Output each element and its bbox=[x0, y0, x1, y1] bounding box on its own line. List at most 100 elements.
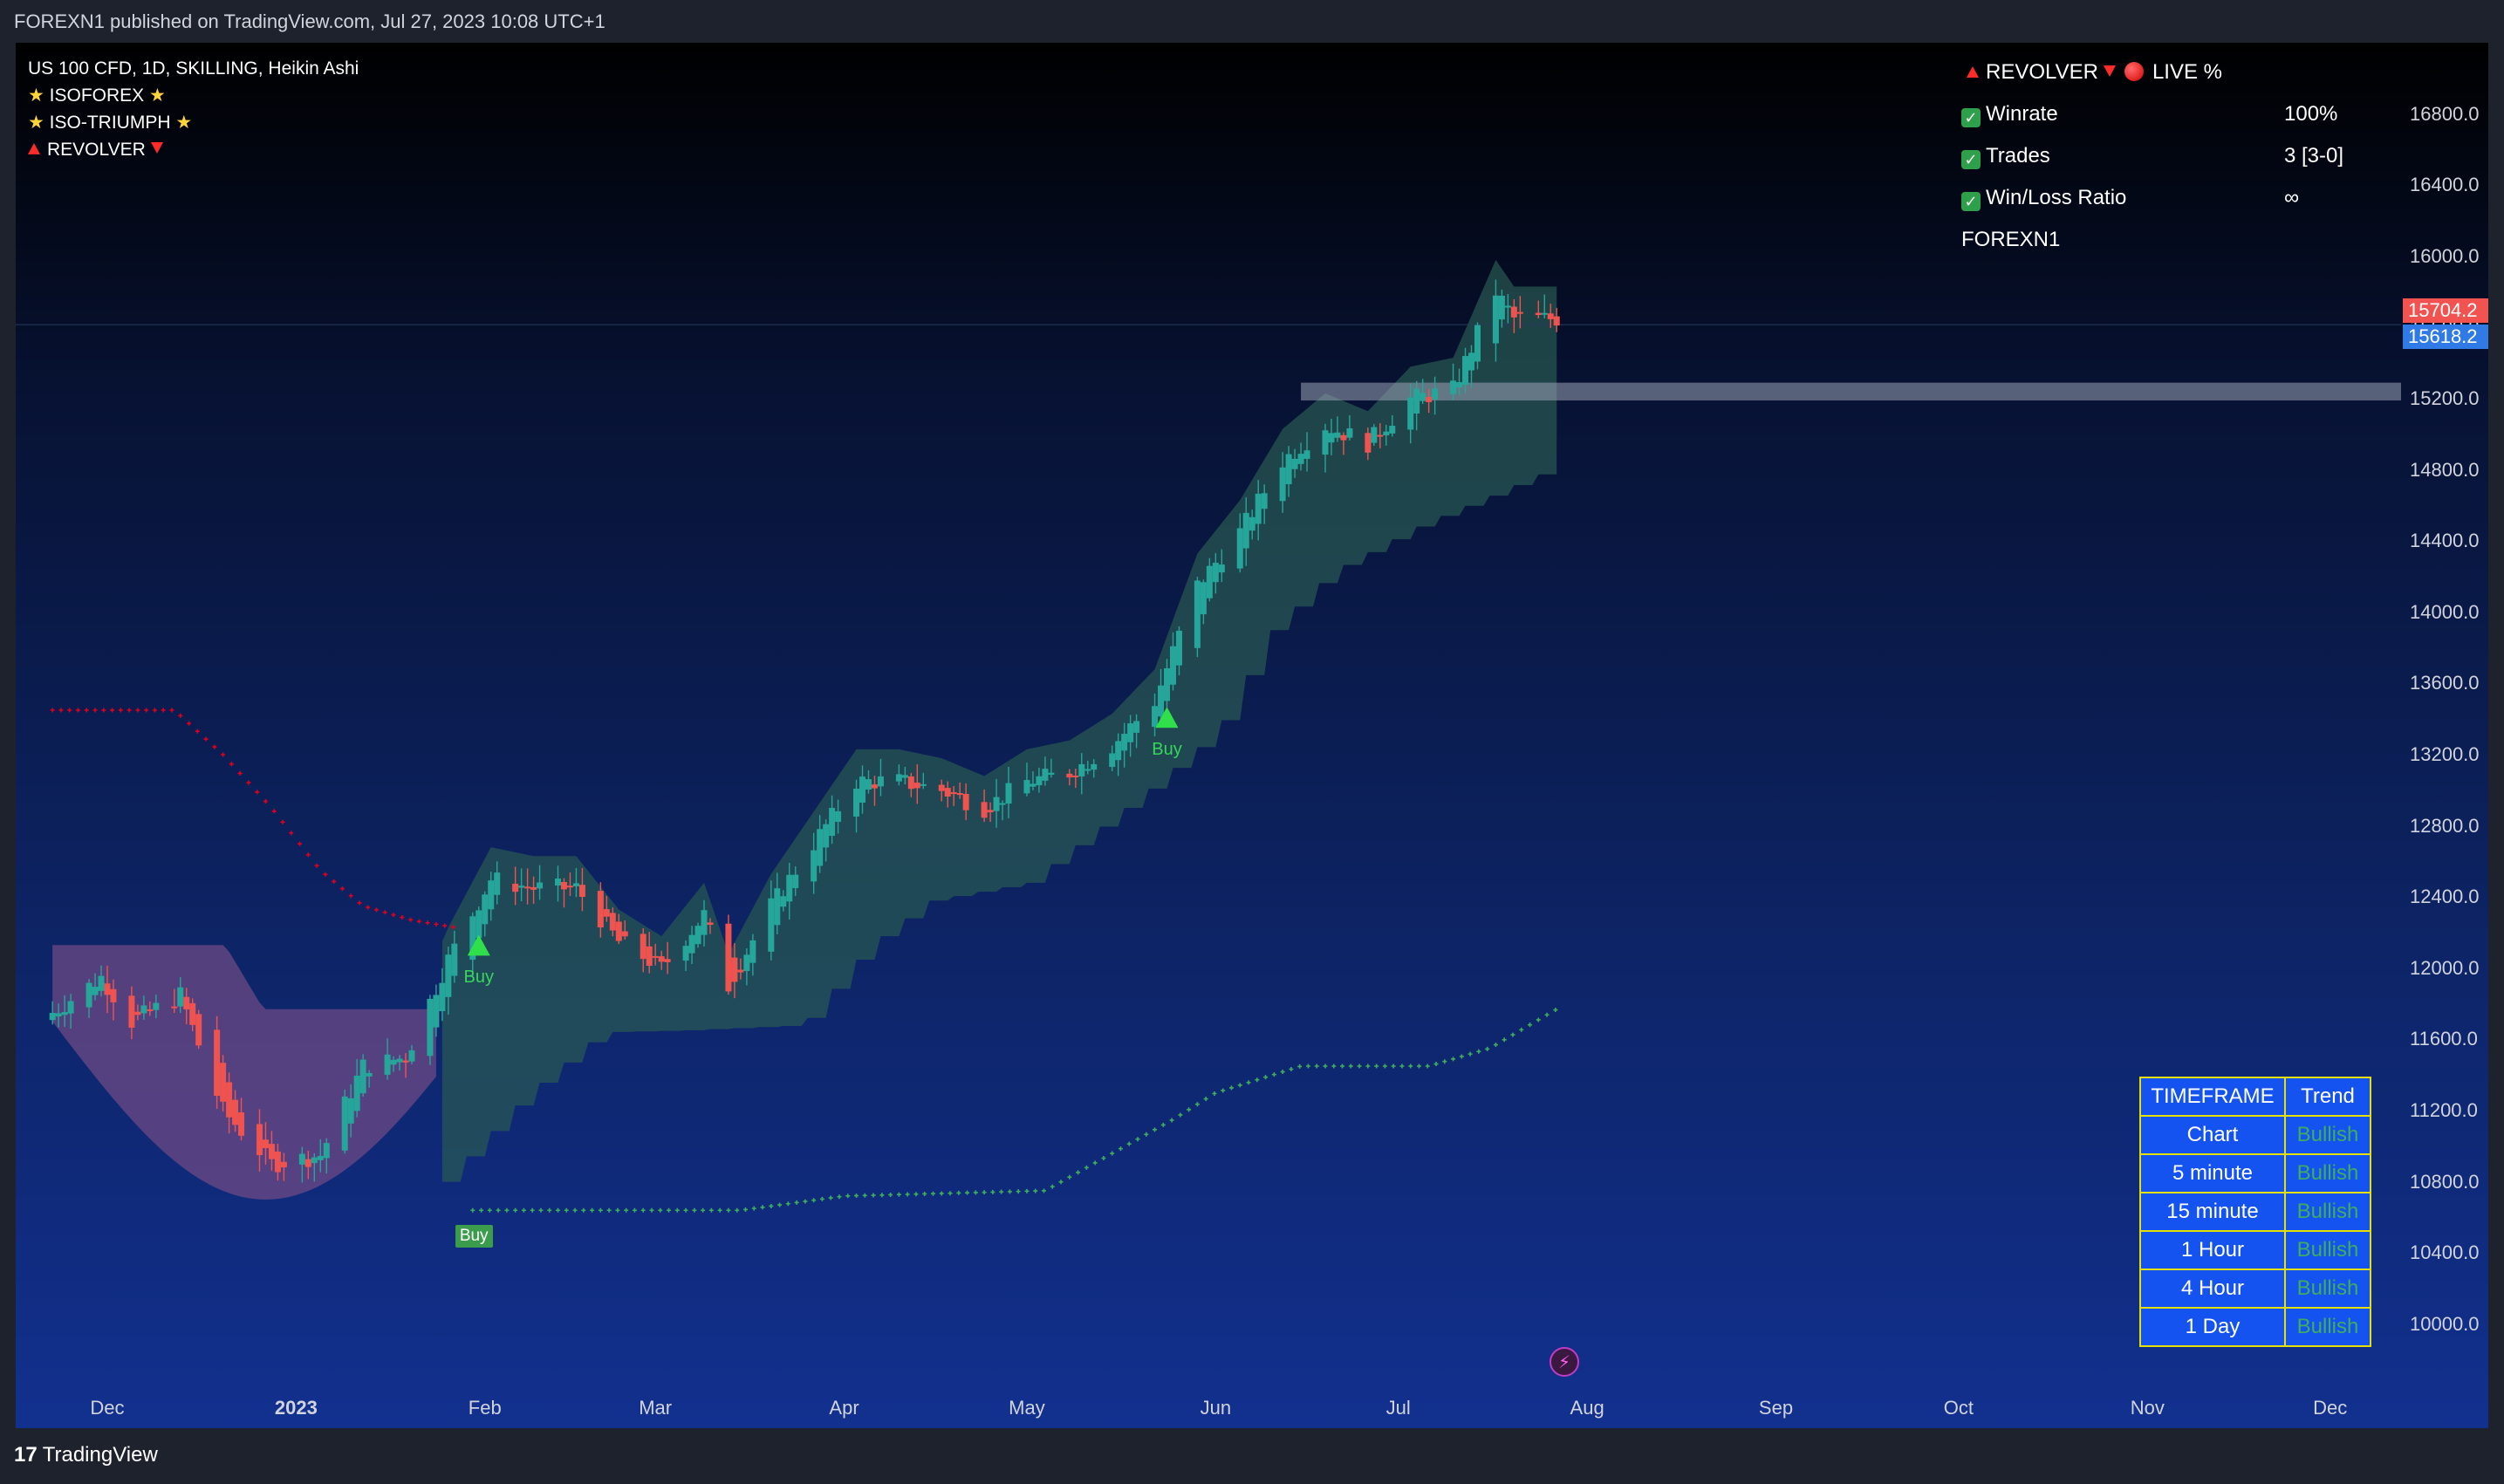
revolver-stop-green bbox=[854, 1193, 859, 1199]
revolver-stop-green bbox=[888, 1193, 893, 1198]
candle-body-bull bbox=[1279, 467, 1286, 502]
revolver-stop-green bbox=[624, 1207, 629, 1213]
revolver-stop-red bbox=[161, 708, 166, 713]
legend-symbol[interactable]: US 100 CFD, 1D, SKILLING, Heikin Ashi bbox=[28, 58, 359, 79]
published-header: FOREXN1 published on TradingView.com, Ju… bbox=[14, 10, 605, 32]
candle-body-bull bbox=[1383, 431, 1390, 436]
revolver-stop-green bbox=[1007, 1189, 1012, 1194]
winrate-label: Winrate bbox=[1986, 102, 2058, 126]
candle-body-bear bbox=[578, 885, 585, 897]
candle-body-bear bbox=[962, 793, 969, 810]
revolver-stop-green bbox=[1331, 1063, 1337, 1069]
revolver-stop-red bbox=[382, 910, 387, 915]
revolver-stop-red bbox=[237, 770, 243, 776]
table-row: 15 minute Bullish bbox=[2139, 1192, 2371, 1232]
revolver-stop-green bbox=[973, 1190, 978, 1195]
candle-body-bull bbox=[92, 987, 99, 995]
candle-body-bull bbox=[433, 995, 440, 1028]
candle-body-bear bbox=[232, 1099, 239, 1125]
revolver-stop-green bbox=[530, 1207, 535, 1213]
revolver-stop-green bbox=[1203, 1097, 1208, 1102]
revolver-stop-green bbox=[674, 1207, 680, 1213]
revolver-stop-green bbox=[538, 1207, 544, 1213]
revolver-stop-green bbox=[1144, 1132, 1149, 1137]
candle-body-bull bbox=[488, 880, 495, 910]
candle-body-bull bbox=[895, 774, 902, 782]
revolver-stop-green bbox=[1408, 1063, 1413, 1069]
revolver-stop-green bbox=[1084, 1165, 1089, 1170]
candle-body-bear bbox=[530, 886, 537, 890]
trades-value: 3 [3-0] bbox=[2284, 144, 2344, 168]
legend-isoforex[interactable]: ★ ISOFOREX ★ bbox=[28, 82, 359, 109]
revolver-stop-green bbox=[760, 1205, 765, 1210]
candle-body-bull bbox=[298, 1153, 305, 1165]
candle-body-bear bbox=[1072, 775, 1079, 777]
price-tick-label: 14800.0 bbox=[2410, 458, 2480, 481]
candle-body-bull bbox=[1023, 780, 1030, 794]
revolver-stop-green bbox=[1314, 1063, 1319, 1069]
candle-body-bull bbox=[1291, 458, 1298, 469]
revolver-stop-green bbox=[819, 1196, 824, 1201]
candle-body-bull bbox=[572, 883, 579, 886]
table-row: 5 minute Bullish bbox=[2139, 1153, 2371, 1193]
price-axis[interactable]: 10000.0 10400.0 10800.0 11200.0 11600.0 12000… bbox=[2401, 43, 2488, 1428]
revolver-stop-green bbox=[726, 1207, 731, 1213]
candle-body-bull bbox=[1334, 432, 1341, 438]
revolver-stop-red bbox=[152, 708, 157, 713]
timeframe-cell: 1 Day bbox=[2139, 1307, 2286, 1347]
candle-body-bear bbox=[597, 891, 604, 928]
revolver-stop-green bbox=[999, 1189, 1004, 1194]
triangle-up-icon bbox=[28, 143, 40, 154]
candle-body-bull bbox=[1413, 388, 1420, 414]
time-tick-label: Sep bbox=[1758, 1397, 1794, 1419]
buy-signal-label: Buy bbox=[463, 968, 494, 988]
revolver-stop-green bbox=[965, 1190, 970, 1195]
price-tick-label: 11200.0 bbox=[2410, 1099, 2478, 1121]
candle-body-bull bbox=[853, 789, 860, 817]
revolver-stop-green bbox=[956, 1190, 961, 1195]
price-tick-label: 16400.0 bbox=[2410, 174, 2480, 196]
candle-body-bear bbox=[134, 1011, 141, 1016]
candle-body-bull bbox=[396, 1058, 403, 1063]
candle-body-bull bbox=[1328, 433, 1335, 443]
wl-value: ∞ bbox=[2284, 186, 2300, 209]
revolver-stop-green bbox=[487, 1207, 492, 1213]
candle-body-bull bbox=[1005, 783, 1012, 804]
revolver-stop-red bbox=[314, 863, 319, 868]
legend-iso-triumph[interactable]: ★ ISO-TRIUMPH ★ bbox=[28, 109, 359, 136]
price-chart[interactable] bbox=[16, 43, 2488, 1428]
candle-body-bull bbox=[1200, 582, 1207, 615]
stats-winrate-row: ✓ Winrate 100% bbox=[1961, 102, 2337, 144]
revolver-stop-red bbox=[246, 780, 251, 785]
candle-body-bear bbox=[110, 988, 117, 1002]
bull-cloud bbox=[441, 259, 1557, 1182]
candle-body-bull bbox=[901, 775, 908, 778]
candle-body-bull bbox=[177, 987, 184, 1007]
candle-body-bull bbox=[1249, 516, 1255, 531]
checkmark-icon: ✓ bbox=[1961, 192, 1981, 211]
lightning-icon[interactable]: ⚡ bbox=[1550, 1347, 1579, 1377]
chart-area[interactable]: US 100 CFD, 1D, SKILLING, Heikin Ashi ★ … bbox=[16, 43, 2488, 1428]
candle-body-bull bbox=[445, 954, 452, 997]
price-tick-label: 16000.0 bbox=[2410, 244, 2480, 267]
candle-body-bull bbox=[98, 975, 105, 991]
revolver-stop-green bbox=[1221, 1088, 1226, 1093]
revolver-stop-green bbox=[794, 1200, 799, 1205]
candle-body-bull bbox=[1158, 685, 1165, 717]
candle-body-bull bbox=[829, 808, 836, 837]
candle-body-bull bbox=[482, 894, 489, 925]
candle-body-bull bbox=[384, 1054, 391, 1075]
candle-body-bull bbox=[1498, 295, 1505, 320]
current-price-tag: 15618.2 bbox=[2403, 324, 2488, 349]
time-tick-label: Jul bbox=[1385, 1397, 1411, 1419]
buy-signal-triangle bbox=[1155, 707, 1179, 728]
revolver-stop-red bbox=[332, 879, 337, 884]
revolver-stop-red bbox=[339, 886, 345, 892]
revolver-stop-red bbox=[271, 809, 277, 814]
candle-body-bear bbox=[220, 1063, 227, 1102]
legend-revolver[interactable]: REVOLVER bbox=[28, 136, 359, 163]
candle-body-bull bbox=[1462, 356, 1469, 386]
tradingview-logo[interactable]: 17 TradingView bbox=[14, 1443, 158, 1467]
revolver-stop-green bbox=[564, 1207, 569, 1213]
candle-body-bull bbox=[323, 1143, 330, 1159]
